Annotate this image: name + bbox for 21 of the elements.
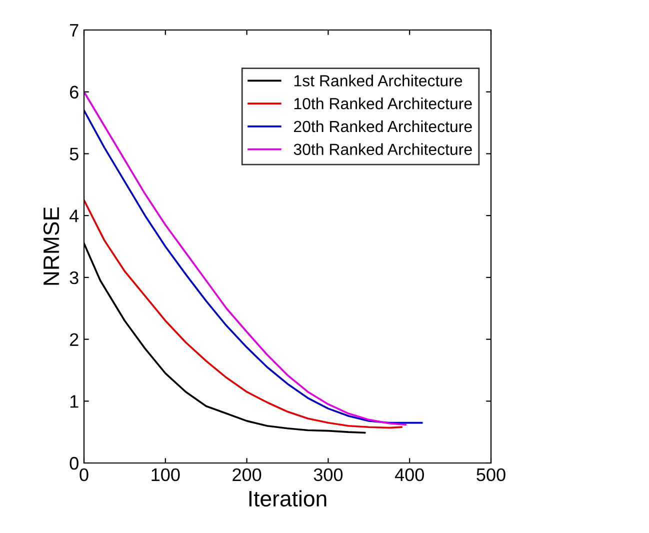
legend-label: 20th Ranked Architecture	[294, 120, 472, 132]
y-tick-label: 1	[70, 395, 78, 408]
y-tick-label: 4	[70, 210, 79, 222]
legend-label: 10th Ranked Architecture	[294, 98, 472, 110]
legend-label: 30th Ranked Architecture	[294, 143, 472, 156]
x-tick-label: 300	[314, 468, 343, 482]
x-tick-label: 100	[152, 468, 180, 482]
y-tick-label: 3	[70, 271, 78, 284]
x-tick-label: 0	[80, 468, 88, 482]
y-tick-label: 6	[70, 86, 78, 99]
x-tick-label: 500	[476, 468, 506, 482]
y-tick-label: 7	[70, 24, 78, 37]
line-series	[84, 199, 402, 429]
x-axis-title: Iteration	[249, 490, 326, 507]
legend-label: 1st Ranked Architecture	[294, 74, 462, 86]
y-tick-label: 2	[70, 333, 78, 346]
y-axis-title: NRMSE	[43, 207, 60, 285]
y-tick-label: 5	[70, 148, 78, 160]
y-tick-label: 0	[70, 456, 78, 470]
x-tick-label: 400	[394, 468, 424, 482]
x-tick-label: 200	[232, 468, 262, 482]
